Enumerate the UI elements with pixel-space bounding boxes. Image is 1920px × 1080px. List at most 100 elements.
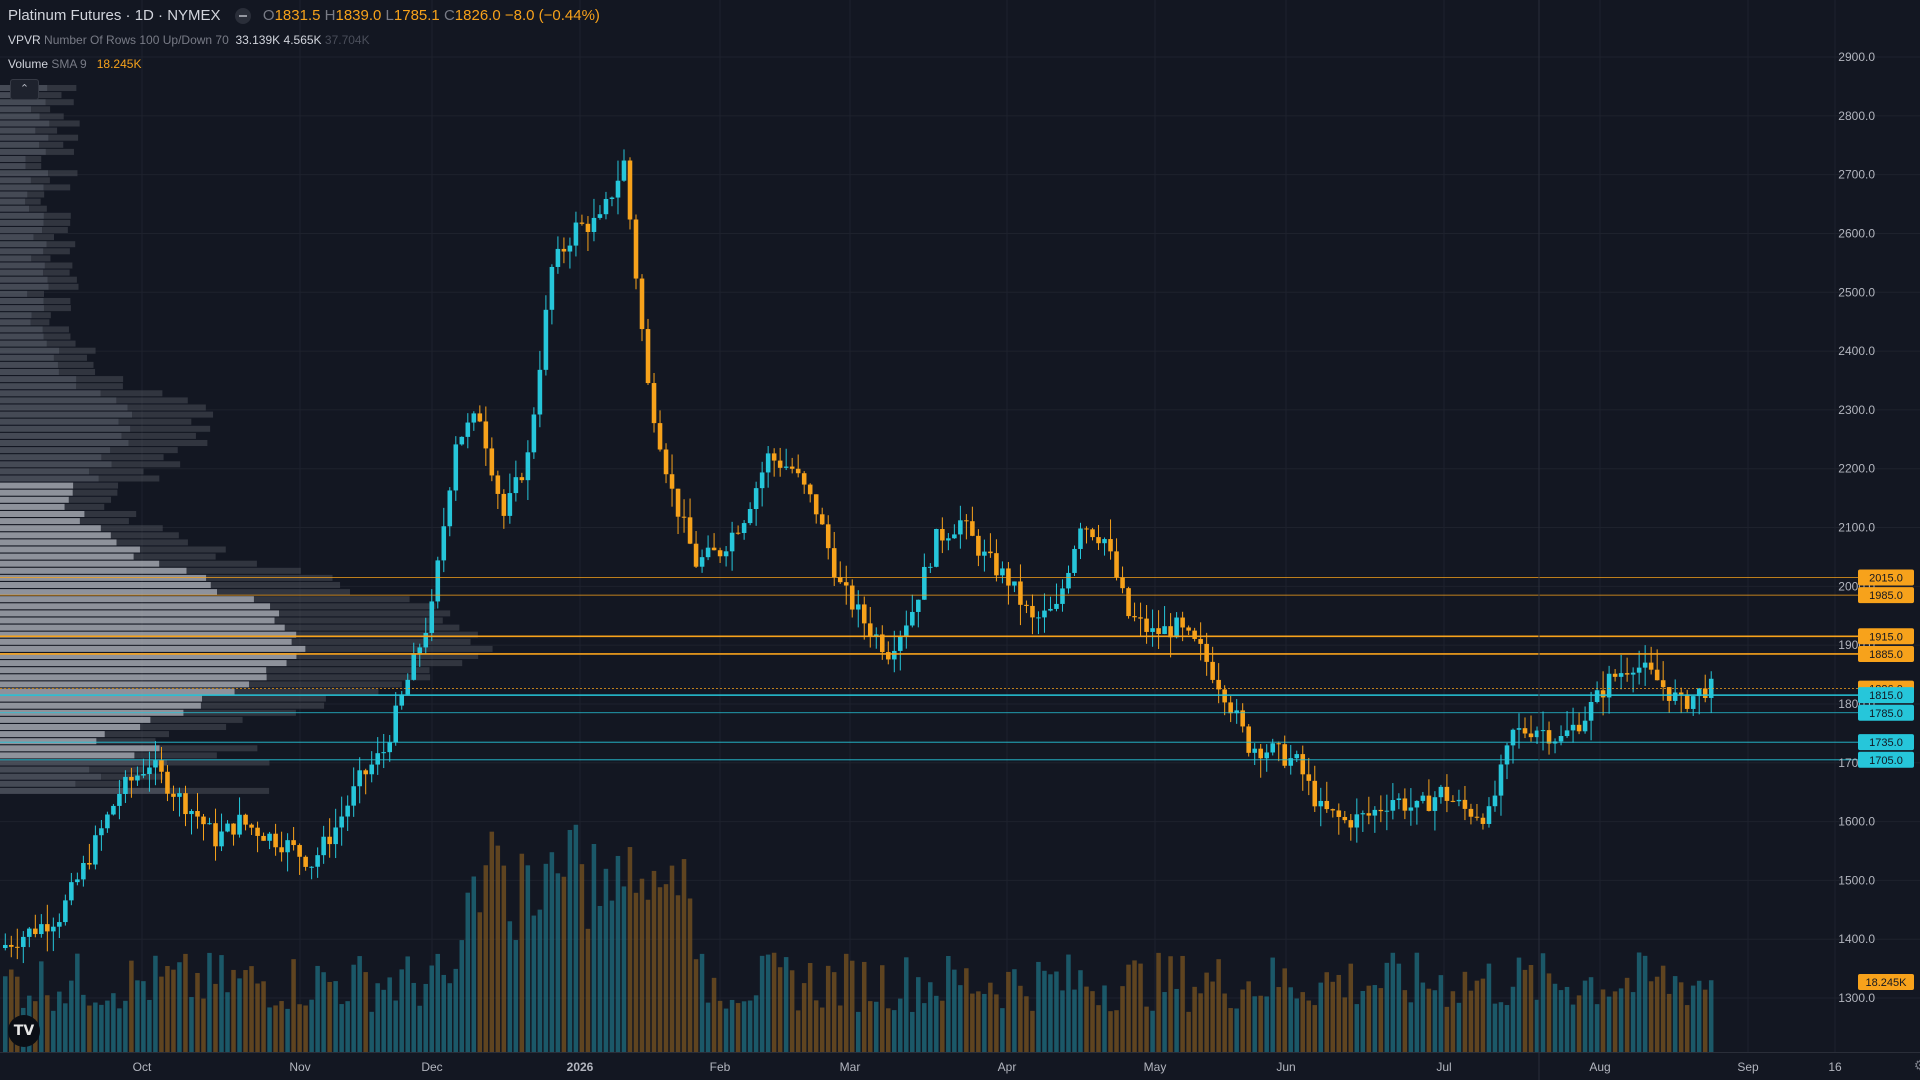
candle-body xyxy=(93,835,98,865)
volume-bar xyxy=(1528,965,1534,1052)
time-tick-label: Apr xyxy=(998,1060,1017,1074)
volume-profile-row xyxy=(110,532,179,539)
volume-bar xyxy=(1234,1008,1239,1052)
volume-profile-row xyxy=(127,404,206,411)
candle-body xyxy=(411,653,417,680)
volume-profile-row xyxy=(270,603,436,610)
candle-body xyxy=(261,835,266,841)
eye-icon[interactable] xyxy=(234,8,251,25)
vpvr-value-3: 37.704K xyxy=(324,33,370,47)
volume-profile-row xyxy=(0,752,135,759)
volume-bar xyxy=(465,892,471,1052)
volume-bar xyxy=(447,983,453,1052)
volume-bar xyxy=(1672,976,1678,1052)
volume-profile-row xyxy=(217,589,351,596)
volume-bar xyxy=(1708,980,1714,1052)
candle-body xyxy=(988,551,993,554)
time-axis[interactable]: Oct Nov Dec 2026 Feb Mar Apr May Jun Jul Aug Sep 16 xyxy=(0,1052,1920,1075)
candle-body xyxy=(1528,733,1534,738)
candle-body xyxy=(273,833,278,848)
volume-profile-row xyxy=(0,468,89,475)
volume-bar xyxy=(1054,971,1059,1052)
volume-bar xyxy=(459,940,465,1052)
candle-body xyxy=(1156,628,1161,635)
volume-bar xyxy=(801,983,807,1052)
candle-body xyxy=(633,219,639,279)
volume-bar xyxy=(735,1003,741,1052)
vpvr-legend[interactable]: VPVR Number Of Rows 100 Up/Down 70 33.13… xyxy=(8,33,370,47)
volume-bar xyxy=(327,982,332,1052)
volume-profile-row xyxy=(0,369,59,375)
candle-body xyxy=(1570,724,1576,731)
volume-bar xyxy=(561,876,567,1052)
candle-body xyxy=(399,694,405,706)
volume-bar xyxy=(111,993,116,1052)
volume-bar xyxy=(1114,1010,1119,1052)
candle-body xyxy=(1066,572,1071,589)
volume-profile-row xyxy=(89,766,145,773)
candle-body xyxy=(57,922,62,927)
candle-body xyxy=(363,770,368,775)
volume-profile-row xyxy=(0,361,58,368)
candle-body xyxy=(916,599,921,612)
volume-bar xyxy=(369,1011,374,1052)
price-line-label: 1735.0 xyxy=(1869,737,1903,749)
volume-profile-row xyxy=(57,361,94,368)
price-line-badge xyxy=(1858,628,1914,645)
volume-profile-row xyxy=(75,780,122,787)
volume-bar xyxy=(759,955,765,1052)
candle-body xyxy=(777,460,783,468)
volume-bar xyxy=(699,953,705,1052)
candle-body xyxy=(357,770,362,787)
candle-body xyxy=(1486,806,1492,824)
volume-bar xyxy=(141,981,146,1052)
volume-bar xyxy=(1120,986,1125,1052)
candle-body xyxy=(393,705,399,743)
price-line-label: 1915.0 xyxy=(1869,631,1903,643)
candle-body xyxy=(1192,630,1197,639)
price-line-badge xyxy=(1858,734,1914,751)
volume-profile-row xyxy=(116,397,188,404)
candle-body xyxy=(369,764,374,775)
volume-bar xyxy=(1696,980,1702,1052)
volume-profile-row xyxy=(43,248,70,255)
volume-profile-row xyxy=(0,624,285,631)
candle-body xyxy=(1504,745,1510,765)
volume-bar xyxy=(69,980,74,1052)
volume-profile-row xyxy=(266,667,430,674)
volume-profile-row xyxy=(0,574,207,581)
volume-bar xyxy=(609,900,615,1052)
candle-body xyxy=(621,160,627,181)
volume-bar xyxy=(1090,991,1095,1052)
volume-profile-row xyxy=(104,731,170,738)
candle-body xyxy=(1288,758,1294,766)
volume-profile-row xyxy=(0,447,111,454)
candle-body xyxy=(1162,626,1167,635)
collapse-legend-button[interactable]: ⌃ xyxy=(10,79,39,100)
volume-profile xyxy=(0,85,493,794)
volume-bar xyxy=(1456,1002,1462,1052)
candle-body xyxy=(1666,687,1672,701)
volume-bar xyxy=(675,895,681,1052)
volume-legend[interactable]: Volume SMA 9 18.245K xyxy=(8,57,141,71)
high-label: H xyxy=(324,7,336,24)
candle-body xyxy=(1648,662,1654,670)
volume-profile-row xyxy=(43,298,71,304)
price-axis[interactable]: 2900.0 2800.0 2700.0 2600.0 2500.0 2400.0 2300… xyxy=(1538,0,1875,1080)
candle-body xyxy=(1360,813,1366,815)
tradingview-logo-icon[interactable]: TV xyxy=(8,1015,40,1047)
volume-profile-row xyxy=(0,596,254,603)
candle-body xyxy=(645,329,651,384)
volume-profile-row xyxy=(0,113,40,120)
symbol-title[interactable]: Platinum Futures · 1D · NYMEX xyxy=(8,7,221,24)
candle-body xyxy=(1270,743,1276,753)
volume-bar xyxy=(1240,989,1245,1052)
volume-profile-row xyxy=(0,560,160,567)
candle-body xyxy=(1078,528,1083,549)
gear-icon[interactable]: ⚙ xyxy=(1912,1057,1920,1073)
volume-profile-row xyxy=(47,85,77,91)
volume-profile-row xyxy=(159,745,258,752)
volume-profile-row xyxy=(286,660,463,667)
volume-profile-row xyxy=(0,418,119,425)
